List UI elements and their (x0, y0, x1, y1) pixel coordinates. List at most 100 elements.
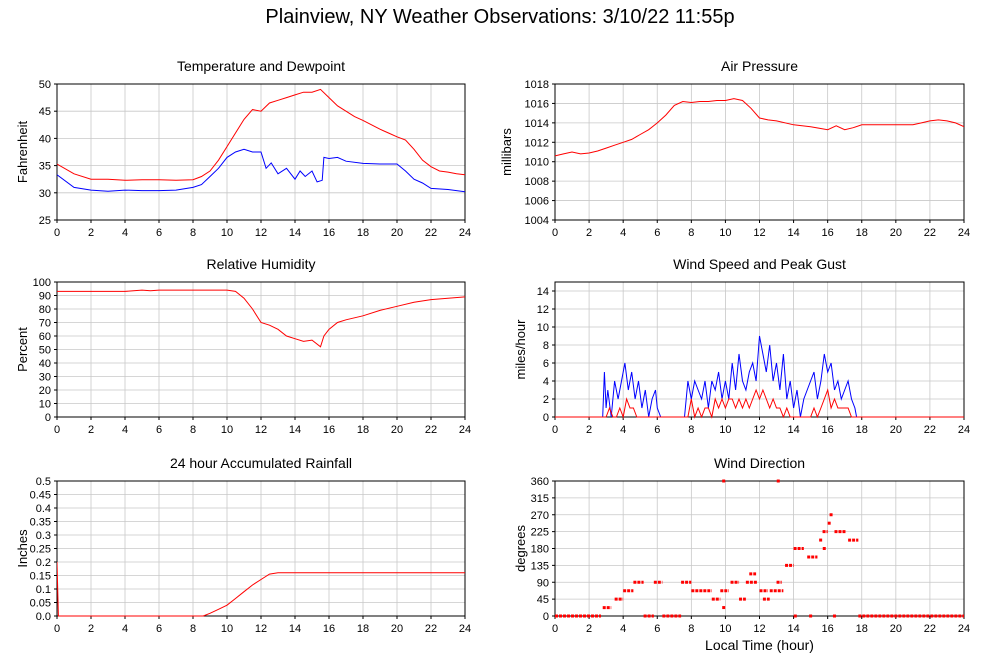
x-tick-label: 16 (822, 424, 834, 436)
page-title: Plainview, NY Weather Observations: 3/10… (265, 6, 735, 28)
x-tick-label: 14 (787, 424, 799, 436)
x-tick-label: 8 (190, 227, 196, 239)
x-tick-label: 16 (822, 227, 834, 239)
y-tick-label: 360 (531, 476, 549, 488)
y-tick-label: 40 (39, 358, 51, 370)
y-axis-label: millibars (499, 128, 514, 176)
x-tick-label: 2 (586, 623, 592, 635)
y-tick-label: 10 (537, 322, 549, 334)
x-tick-label: 20 (890, 227, 902, 239)
x-tick-label: 24 (459, 623, 471, 635)
x-tick-label: 18 (856, 623, 868, 635)
y-tick-label: 45 (537, 594, 549, 606)
x-tick-label: 18 (856, 227, 868, 239)
y-axis-label: Inches (15, 529, 30, 568)
x-tick-label: 24 (958, 227, 970, 239)
x-tick-label: 6 (654, 227, 660, 239)
x-tick-label: 2 (586, 227, 592, 239)
series-line-1 (57, 148, 465, 193)
x-tick-label: 20 (890, 424, 902, 436)
chart-title: Relative Humidity (207, 256, 316, 272)
y-tick-label: 80 (39, 304, 51, 316)
y-tick-label: 0 (45, 412, 51, 424)
y-tick-label: 0.15 (30, 571, 51, 583)
direction-point (809, 614, 813, 618)
y-tick-label: 8 (543, 340, 549, 352)
y-tick-label: 1012 (525, 137, 549, 149)
x-tick-label: 24 (958, 424, 970, 436)
x-tick-label: 8 (688, 623, 694, 635)
y-tick-label: 90 (537, 577, 549, 589)
x-tick-label: 0 (552, 227, 558, 239)
y-tick-label: 45 (39, 106, 51, 118)
direction-point (832, 614, 836, 618)
chart-title: 24 hour Accumulated Rainfall (170, 455, 352, 471)
x-tick-label: 22 (425, 227, 437, 239)
y-tick-label: 10 (39, 399, 51, 411)
x-tick-label: 4 (620, 424, 626, 436)
x-tick-label: 12 (255, 623, 267, 635)
direction-point (793, 614, 797, 618)
series-line-0 (555, 335, 964, 418)
series-line-0 (555, 98, 964, 157)
x-tick-label: 12 (255, 227, 267, 239)
y-tick-label: 100 (33, 277, 51, 289)
y-tick-label: 1016 (525, 98, 549, 110)
x-tick-label: 8 (190, 424, 196, 436)
x-tick-label: 24 (958, 623, 970, 635)
x-tick-label: 22 (924, 623, 936, 635)
x-tick-label: 8 (688, 424, 694, 436)
x-tick-label: 22 (924, 227, 936, 239)
x-tick-label: 12 (753, 623, 765, 635)
y-tick-label: 0.0 (36, 611, 51, 623)
x-tick-label: 18 (357, 227, 369, 239)
y-tick-label: 0.45 (30, 490, 51, 502)
x-tick-label: 14 (787, 227, 799, 239)
x-tick-label: 12 (753, 227, 765, 239)
y-tick-label: 50 (39, 79, 51, 91)
y-tick-label: 0.2 (36, 557, 51, 569)
y-tick-label: 90 (39, 291, 51, 303)
y-tick-label: 0 (543, 611, 549, 623)
x-tick-label: 6 (156, 227, 162, 239)
direction-point (776, 479, 780, 483)
y-tick-label: 1006 (525, 196, 549, 208)
y-tick-label: 0 (543, 412, 549, 424)
x-tick-label: 4 (122, 424, 128, 436)
chart-title: Air Pressure (721, 58, 798, 74)
y-tick-label: 40 (39, 133, 51, 145)
y-tick-label: 14 (537, 286, 549, 298)
x-tick-label: 10 (719, 623, 731, 635)
x-tick-label: 10 (719, 424, 731, 436)
chart-title: Wind Direction (714, 455, 805, 471)
x-tick-label: 20 (890, 623, 902, 635)
x-tick-label: 6 (654, 623, 660, 635)
x-tick-label: 16 (323, 623, 335, 635)
y-tick-label: 0.1 (36, 584, 51, 596)
y-tick-label: 315 (531, 493, 549, 505)
x-tick-label: 10 (221, 227, 233, 239)
y-tick-label: 270 (531, 510, 549, 522)
y-tick-label: 30 (39, 188, 51, 200)
x-tick-label: 20 (391, 623, 403, 635)
y-axis-label: Fahrenheit (15, 121, 30, 184)
y-tick-label: 20 (39, 385, 51, 397)
direction-point (722, 479, 726, 483)
x-tick-label: 20 (391, 227, 403, 239)
x-tick-label: 18 (856, 424, 868, 436)
y-tick-label: 0.05 (30, 598, 51, 610)
x-tick-label: 24 (459, 424, 471, 436)
x-tick-label: 4 (620, 623, 626, 635)
x-tick-label: 16 (323, 227, 335, 239)
x-tick-label: 4 (620, 227, 626, 239)
x-tick-label: 22 (425, 623, 437, 635)
x-tick-label: 0 (54, 227, 60, 239)
series-line-0 (57, 88, 465, 181)
x-tick-label: 22 (924, 424, 936, 436)
y-tick-label: 25 (39, 215, 51, 227)
series-line-1 (555, 388, 964, 419)
